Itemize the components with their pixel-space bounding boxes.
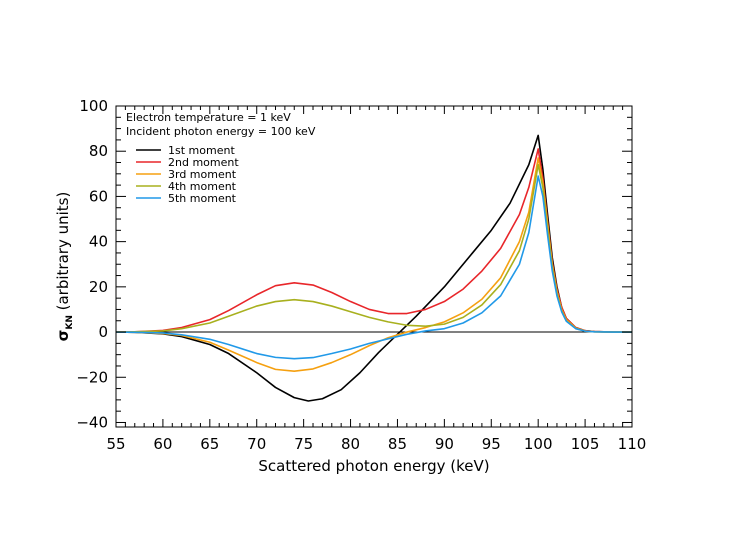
legend-label: 1st moment: [168, 144, 235, 157]
plot-lines: [115, 134, 632, 402]
y-tick-label: 60: [89, 187, 108, 205]
series-line-5: [115, 175, 632, 360]
y-axis-title: σKN (arbitrary units): [54, 192, 75, 342]
y-axis-title-symbol: σ: [54, 330, 72, 342]
x-tick-label: 55: [106, 435, 125, 453]
y-tick-label: −20: [76, 368, 108, 386]
axis-ticks: 55 60 65 70 75 80 85 90 95 100 105 110 −40 −20 0 20 40 60…: [76, 97, 646, 453]
x-tick-label: 70: [247, 435, 266, 453]
x-tick-label: 65: [200, 435, 219, 453]
legend-label: 3rd moment: [168, 168, 237, 181]
plot-frame: [115, 105, 633, 428]
x-tick-label: 75: [294, 435, 313, 453]
legend-label: 2nd moment: [168, 156, 239, 169]
x-tick-label: 110: [618, 435, 647, 453]
legend-label: 5th moment: [168, 192, 237, 205]
plot-border: [115, 105, 633, 428]
annotation-text: Incident photon energy = 100 keV: [126, 125, 316, 138]
y-axis-title-rest: (arbitrary units): [54, 192, 72, 315]
y-tick-label: 80: [89, 142, 108, 160]
y-axis-title-subscript: KN: [65, 315, 75, 330]
x-tick-label: 80: [341, 435, 360, 453]
y-tick-label: 20: [89, 278, 108, 296]
x-tick-label: 90: [435, 435, 454, 453]
x-tick-label: 60: [153, 435, 172, 453]
y-tick-label: 0: [98, 323, 108, 341]
y-tick-label: 100: [79, 97, 108, 115]
annotation-text: Electron temperature = 1 keV: [126, 111, 291, 124]
y-tick-label: 40: [89, 233, 108, 251]
x-tick-label: 95: [482, 435, 501, 453]
x-tick-label: 85: [388, 435, 407, 453]
x-tick-label: 105: [571, 435, 600, 453]
x-tick-label: 100: [524, 435, 553, 453]
legend-label: 4th moment: [168, 180, 237, 193]
x-axis-title: Scattered photon energy (keV): [258, 457, 489, 475]
y-tick-label: −40: [76, 413, 108, 431]
